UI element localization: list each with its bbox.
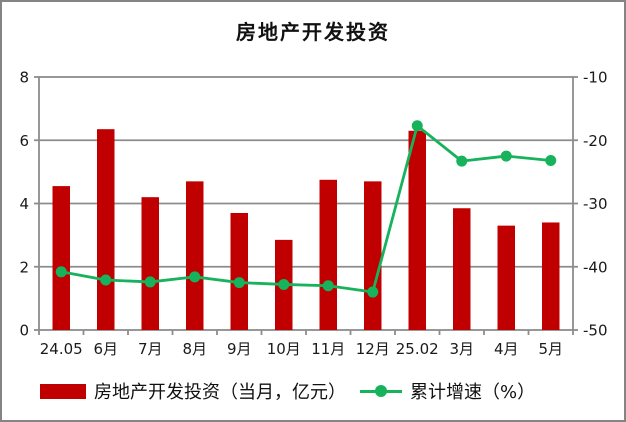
line-marker (545, 154, 557, 166)
right-axis-label: -20 (583, 132, 608, 150)
right-axis-label: -10 (583, 69, 608, 87)
line-marker (367, 286, 379, 298)
bar (364, 181, 382, 330)
line-marker (100, 274, 112, 286)
left-axis-label: 2 (19, 258, 29, 276)
legend: 房地产开发投资（当月，亿元） 累计增速（%） (40, 378, 549, 404)
left-axis-label: 0 (19, 322, 29, 340)
line-marker (322, 280, 334, 292)
bar (319, 179, 337, 330)
bar (141, 197, 159, 330)
line-marker (456, 155, 468, 167)
legend-line-swatch (360, 385, 402, 397)
line-marker (411, 120, 423, 132)
bar (52, 186, 70, 330)
line-marker (233, 277, 245, 289)
line-marker (500, 150, 512, 162)
right-axis-label: -30 (583, 195, 608, 213)
x-axis-label: 5月 (538, 340, 563, 358)
line-marker (189, 271, 201, 283)
legend-line-label: 累计增速（%） (410, 382, 536, 403)
bar (408, 130, 426, 330)
x-axis-label: 24.05 (40, 340, 83, 358)
x-axis-label: 6月 (93, 340, 118, 358)
left-axis-label: 4 (19, 195, 29, 213)
bar (453, 208, 471, 330)
left-axis-label: 8 (19, 69, 29, 87)
left-axis-label: 6 (19, 132, 29, 150)
x-axis-label: 9月 (227, 340, 252, 358)
x-axis-label: 4月 (494, 340, 519, 358)
bar (542, 222, 560, 330)
right-axis-label: -40 (583, 258, 608, 276)
legend-line-marker-icon (375, 385, 387, 397)
chart-title: 房地产开发投资 (236, 20, 390, 44)
bar (230, 212, 248, 330)
x-axis-label: 7月 (138, 340, 163, 358)
bar (97, 129, 115, 330)
line-marker (278, 278, 290, 290)
x-axis-label: 3月 (449, 340, 474, 358)
bar (497, 225, 515, 330)
legend-bar-swatch (40, 383, 86, 399)
line-marker (55, 266, 67, 278)
line-series (59, 124, 553, 294)
bar (186, 181, 204, 330)
x-axis-label: 11月 (311, 340, 345, 358)
x-axis-label: 12月 (356, 340, 390, 358)
line-marker (144, 276, 156, 288)
x-axis-label: 10月 (267, 340, 301, 358)
legend-bar-label: 房地产开发投资（当月，亿元） (94, 382, 346, 403)
x-axis-label: 8月 (182, 340, 207, 358)
right-axis-label: -50 (583, 322, 608, 340)
x-axis-label: 25.02 (396, 340, 439, 358)
